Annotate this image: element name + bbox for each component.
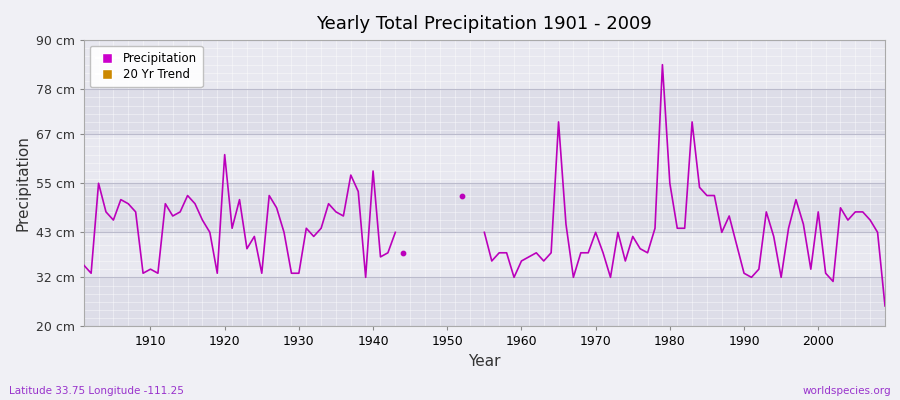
X-axis label: Year: Year (468, 354, 500, 369)
Bar (84, 277, 885, 326)
Title: Yearly Total Precipitation 1901 - 2009: Yearly Total Precipitation 1901 - 2009 (317, 15, 652, 33)
Bar (84, 40, 885, 89)
Text: Latitude 33.75 Longitude -111.25: Latitude 33.75 Longitude -111.25 (9, 386, 184, 396)
Point (454, 192, 469, 199)
Legend: Precipitation, 20 Yr Trend: Precipitation, 20 Yr Trend (90, 46, 202, 87)
Bar (84, 232, 885, 277)
Bar (84, 183, 885, 232)
Bar (84, 89, 885, 134)
Text: worldspecies.org: worldspecies.org (803, 386, 891, 396)
Y-axis label: Precipitation: Precipitation (15, 135, 30, 231)
Bar (84, 134, 885, 183)
Point (395, 250, 410, 256)
